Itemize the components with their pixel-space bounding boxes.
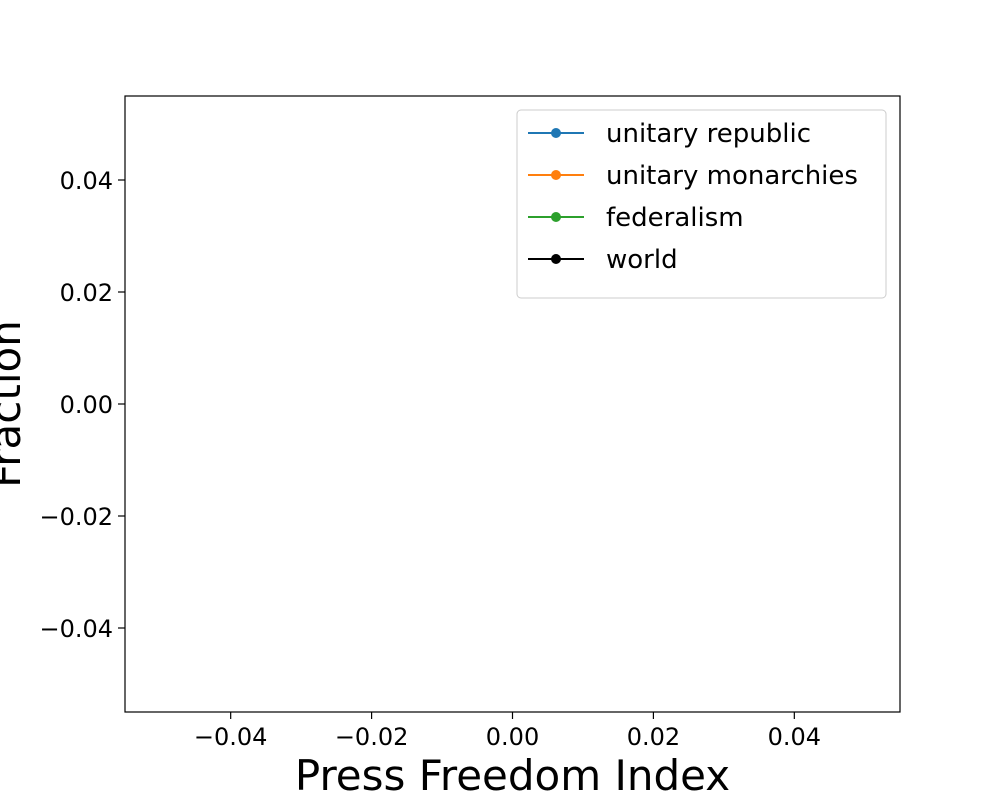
y-axis-ticks: −0.04 −0.02 0.00 0.02 0.04	[39, 167, 125, 643]
legend-marker	[551, 212, 561, 222]
y-tick-label: 0.02	[60, 279, 113, 307]
x-tick-label: 0.02	[627, 723, 680, 751]
x-tick-label: 0.00	[486, 723, 539, 751]
x-axis-ticks: −0.04 −0.02 0.00 0.02 0.04	[194, 712, 821, 751]
y-tick-label: −0.02	[39, 503, 113, 531]
legend-label: world	[606, 245, 678, 275]
legend-marker	[551, 128, 561, 138]
legend-label: federalism	[606, 203, 744, 233]
x-tick-label: 0.04	[768, 723, 821, 751]
legend: unitary republic unitary monarchies federa…	[516, 109, 887, 299]
legend-label: unitary republic	[606, 119, 811, 149]
x-tick-label: −0.02	[335, 723, 409, 751]
y-tick-label: 0.04	[60, 167, 113, 195]
legend-box	[516, 109, 887, 299]
legend-marker	[551, 254, 561, 264]
y-tick-label: −0.04	[39, 615, 113, 643]
legend-marker	[551, 170, 561, 180]
legend-label: unitary monarchies	[606, 161, 858, 191]
y-axis-label: Fraction	[0, 320, 30, 488]
x-axis-label: Press Freedom Index	[295, 751, 730, 800]
x-tick-label: −0.04	[194, 723, 268, 751]
y-tick-label: 0.00	[60, 391, 113, 419]
